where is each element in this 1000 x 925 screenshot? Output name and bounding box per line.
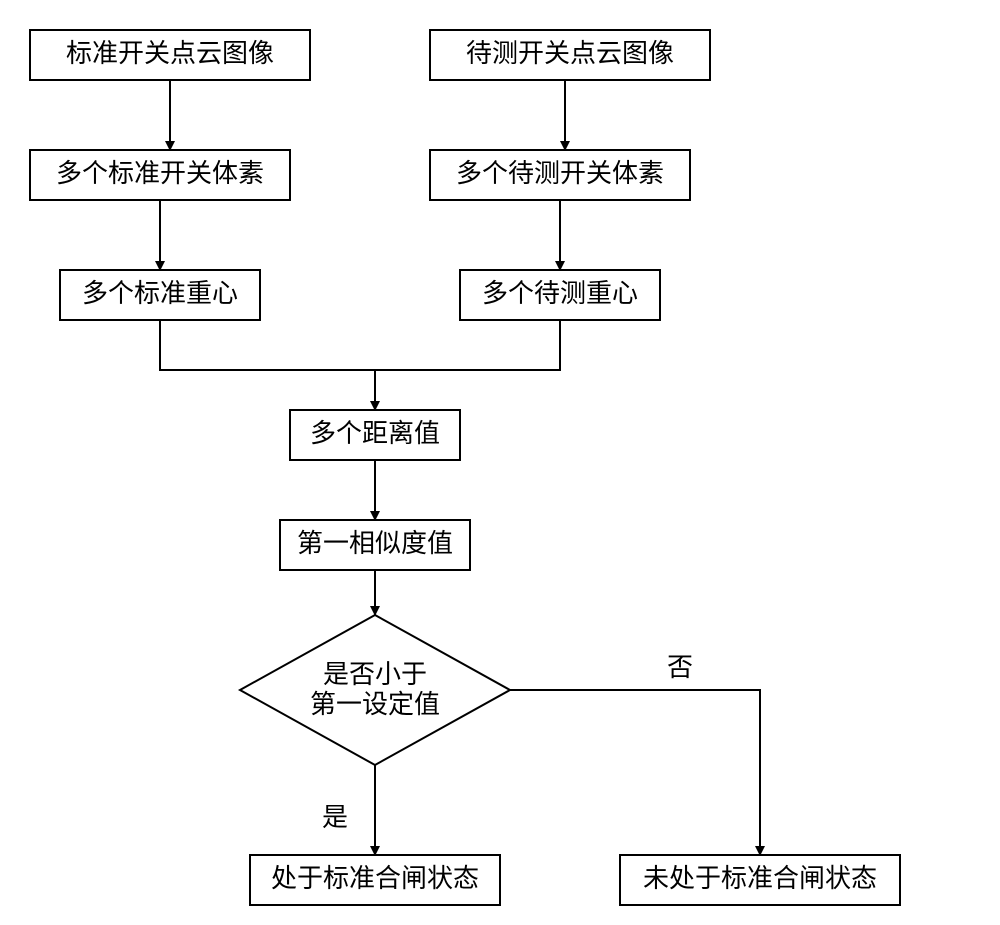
- edge: [160, 320, 560, 370]
- flow-node-label: 未处于标准合闸状态: [643, 864, 877, 893]
- flow-node-label: 多个待测重心: [482, 279, 638, 308]
- edge-label: 是: [322, 803, 348, 832]
- edge-label: 否: [667, 653, 693, 682]
- flow-decision-label: 是否小于: [323, 660, 427, 689]
- edge: [510, 690, 760, 855]
- flow-node-label: 标准开关点云图像: [66, 39, 274, 68]
- flow-node-label: 多个标准开关体素: [56, 159, 264, 188]
- flow-node-label: 待测开关点云图像: [466, 39, 674, 68]
- flow-node-label: 多个标准重心: [82, 279, 238, 308]
- flowchart-canvas: 是 否 标准开关点云图像 待测开关点云图像多个标准开关体素 多个待测开关体素多个标准重心…: [0, 0, 1000, 925]
- flow-node-label: 多个待测开关体素: [456, 159, 664, 188]
- flow-node-label: 第一相似度值: [297, 529, 453, 558]
- flow-node-label: 处于标准合闸状态: [271, 864, 479, 893]
- flow-decision-label: 第一设定值: [310, 690, 440, 719]
- flow-node-label: 多个距离值: [310, 419, 440, 448]
